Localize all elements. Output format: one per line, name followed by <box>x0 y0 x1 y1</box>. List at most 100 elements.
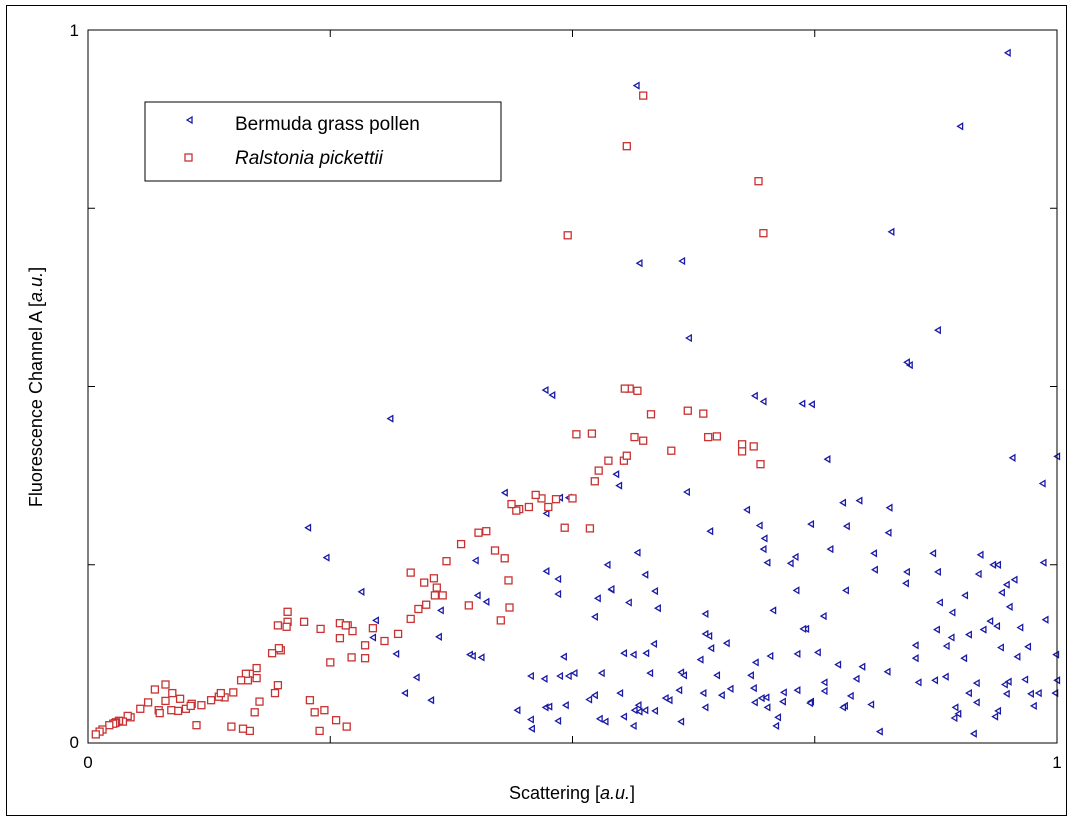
point-ralstonia-95 <box>155 708 164 718</box>
point-bermuda-127 <box>713 671 721 680</box>
point-bermuda-38 <box>760 534 768 543</box>
point-bermuda-128 <box>696 655 704 664</box>
point-bermuda-171 <box>564 671 572 681</box>
legend-box <box>144 101 502 182</box>
point-bermuda-0 <box>1003 48 1011 57</box>
point-ralstonia-92 <box>167 706 176 715</box>
point-ralstonia-37 <box>507 499 516 509</box>
point-bermuda-70 <box>1016 623 1024 632</box>
point-bermuda-207 <box>322 553 330 562</box>
point-bermuda-73 <box>1021 675 1029 684</box>
point-ralstonia-40 <box>456 539 466 549</box>
point-ralstonia-24 <box>646 410 656 419</box>
point-ralstonia-66 <box>348 626 357 636</box>
point-bermuda-104 <box>1051 688 1059 698</box>
point-bermuda-166 <box>527 715 534 724</box>
point-bermuda-75 <box>1004 677 1012 686</box>
point-ralstonia-14 <box>633 386 642 395</box>
point-bermuda-121 <box>751 658 759 667</box>
x-tick-label-0: 0 <box>83 753 92 772</box>
point-ralstonia-69 <box>299 617 309 626</box>
point-bermuda-162 <box>597 668 605 678</box>
point-bermuda-74 <box>1013 652 1021 661</box>
point-ralstonia-48 <box>505 603 514 612</box>
point-bermuda-201 <box>401 688 409 698</box>
point-bermuda-67 <box>960 654 968 663</box>
point-bermuda-206 <box>304 523 312 532</box>
legend-marker-bermuda <box>185 115 193 125</box>
point-bermuda-61 <box>986 616 994 626</box>
point-bermuda-174 <box>513 706 521 715</box>
point-bermuda-146 <box>675 686 683 695</box>
point-bermuda-109 <box>799 624 807 634</box>
legend: Bermuda grass pollen Ralstonia pickettii <box>144 101 502 182</box>
point-ralstonia-108 <box>238 724 248 733</box>
point-bermuda-155 <box>620 712 628 721</box>
point-ralstonia-115 <box>150 685 160 694</box>
point-bermuda-200 <box>436 606 444 615</box>
point-ralstonia-106 <box>250 708 259 717</box>
point-bermuda-23 <box>500 488 508 497</box>
point-bermuda-163 <box>570 668 578 678</box>
point-ralstonia-110 <box>192 721 201 730</box>
point-bermuda-125 <box>701 703 709 712</box>
point-ralstonia-91 <box>173 706 183 716</box>
point-bermuda-203 <box>392 649 400 659</box>
point-bermuda-141 <box>762 693 770 702</box>
point-bermuda-106 <box>792 586 800 595</box>
point-ralstonia-11 <box>704 432 713 442</box>
point-ralstonia-30 <box>544 502 553 512</box>
point-bermuda-134 <box>722 639 730 648</box>
point-bermuda-132 <box>705 631 713 641</box>
point-bermuda-126 <box>717 691 725 700</box>
point-bermuda-197 <box>435 632 442 641</box>
point-bermuda-196 <box>468 651 476 661</box>
point-ralstonia-98 <box>315 726 324 736</box>
point-bermuda-97 <box>994 706 1002 716</box>
point-bermuda-39 <box>759 544 767 554</box>
x-axis-title: Scattering [a.u.] <box>509 783 635 803</box>
point-ralstonia-49 <box>504 576 513 585</box>
point-bermuda-176 <box>620 649 628 658</box>
point-bermuda-79 <box>911 641 919 650</box>
point-ralstonia-82 <box>236 676 246 685</box>
point-bermuda-123 <box>750 698 758 707</box>
point-bermuda-48 <box>903 567 910 577</box>
point-bermuda-31 <box>884 528 892 537</box>
point-bermuda-36 <box>807 519 815 529</box>
point-bermuda-199 <box>477 653 485 662</box>
point-ralstonia-29 <box>531 490 540 500</box>
point-bermuda-95 <box>950 713 958 723</box>
point-ralstonia-119 <box>123 711 132 721</box>
point-ralstonia-55 <box>414 604 423 614</box>
point-ralstonia-75 <box>274 644 284 653</box>
point-ralstonia-77 <box>252 663 261 673</box>
point-bermuda-8 <box>685 333 692 343</box>
x-axis-label: Scattering <box>509 783 590 803</box>
point-bermuda-5 <box>887 227 895 236</box>
point-ralstonia-97 <box>305 696 315 705</box>
point-bermuda-137 <box>793 649 801 659</box>
point-bermuda-111 <box>834 660 842 669</box>
point-ralstonia-52 <box>438 591 447 600</box>
legend-label-ralstonia: Ralstonia pickettii <box>235 148 384 169</box>
point-ralstonia-44 <box>429 574 439 583</box>
point-bermuda-186 <box>607 584 615 594</box>
point-bermuda-52 <box>1039 558 1047 567</box>
point-bermuda-150 <box>630 706 638 715</box>
point-bermuda-119 <box>763 703 771 712</box>
point-bermuda-54 <box>976 550 984 559</box>
point-ralstonia-83 <box>229 688 238 697</box>
y-axis-title: Fluorescence Channel A [a.u.] <box>26 267 46 507</box>
point-ralstonia-60 <box>360 641 370 650</box>
point-bermuda-165 <box>554 716 562 726</box>
point-bermuda-180 <box>654 604 661 613</box>
point-ralstonia-86 <box>216 688 225 698</box>
point-ralstonia-7 <box>737 447 747 456</box>
point-bermuda-140 <box>749 683 757 693</box>
point-bermuda-7 <box>903 358 910 367</box>
point-bermuda-130 <box>701 609 709 619</box>
point-bermuda-43 <box>870 549 878 558</box>
point-ralstonia-100 <box>331 716 341 725</box>
point-bermuda-118 <box>779 697 786 706</box>
